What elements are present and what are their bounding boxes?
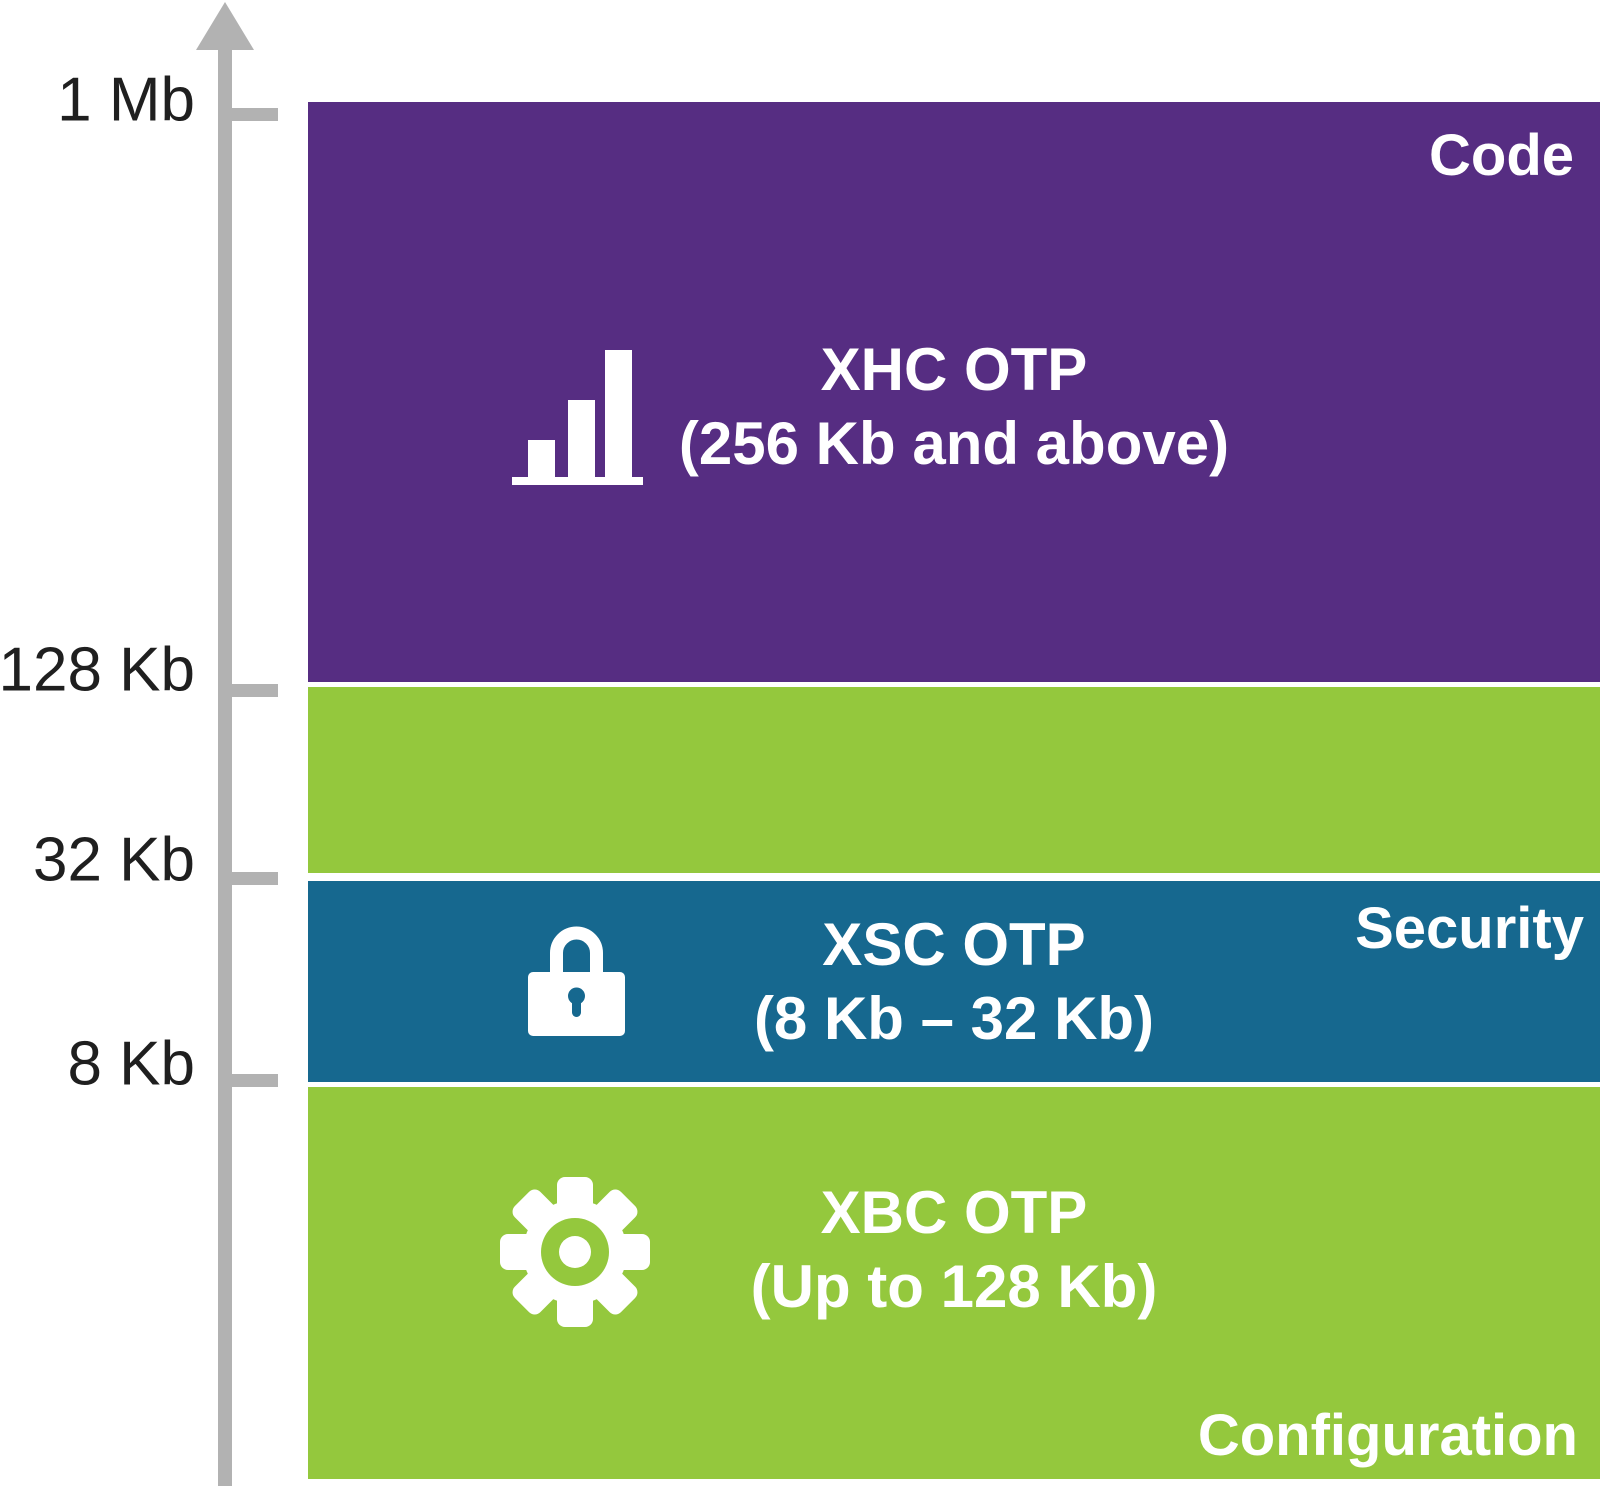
band-subtitle-xhc: (256 Kb and above) xyxy=(678,410,1230,477)
axis-label-1mb: 1 Mb xyxy=(57,65,195,135)
band-subtitle-xbc: (Up to 128 Kb) xyxy=(750,1253,1158,1320)
axis-label-32kb: 32 Kb xyxy=(32,825,195,895)
axis-tick-32kb xyxy=(218,872,278,885)
axis-label-8kb: 8 Kb xyxy=(67,1029,195,1099)
axis-line xyxy=(218,38,232,1486)
category-label-configuration: Configuration xyxy=(1197,1403,1578,1468)
band-xsc-otp-security: Security XSC OTP (8 Kb – 32 Kb) xyxy=(308,881,1600,1082)
band-xbc-otp-configuration: Configuration XBC OTP (Up to 128 Kb) xyxy=(308,1087,1600,1479)
category-label-security: Security xyxy=(1355,896,1584,961)
gear-icon xyxy=(500,1177,650,1332)
band-title-xbc: XBC OTP xyxy=(820,1179,1088,1246)
band-filler-green xyxy=(308,687,1600,873)
axis-label-128kb: 128 Kb xyxy=(0,635,195,705)
lock-icon xyxy=(528,917,625,1044)
band-xhc-otp-code: Code XHC OTP (256 Kb and above) xyxy=(308,102,1600,682)
axis-tick-8kb xyxy=(218,1074,278,1087)
category-label-code: Code xyxy=(1429,123,1574,188)
band-subtitle-xsc: (8 Kb – 32 Kb) xyxy=(753,984,1155,1052)
axis-tick-128kb xyxy=(218,684,278,697)
axis-tick-1mb xyxy=(218,108,278,121)
bar-chart-icon xyxy=(512,350,643,490)
band-title-xsc: XSC OTP xyxy=(822,910,1086,978)
band-title-xhc: XHC OTP xyxy=(820,336,1088,403)
